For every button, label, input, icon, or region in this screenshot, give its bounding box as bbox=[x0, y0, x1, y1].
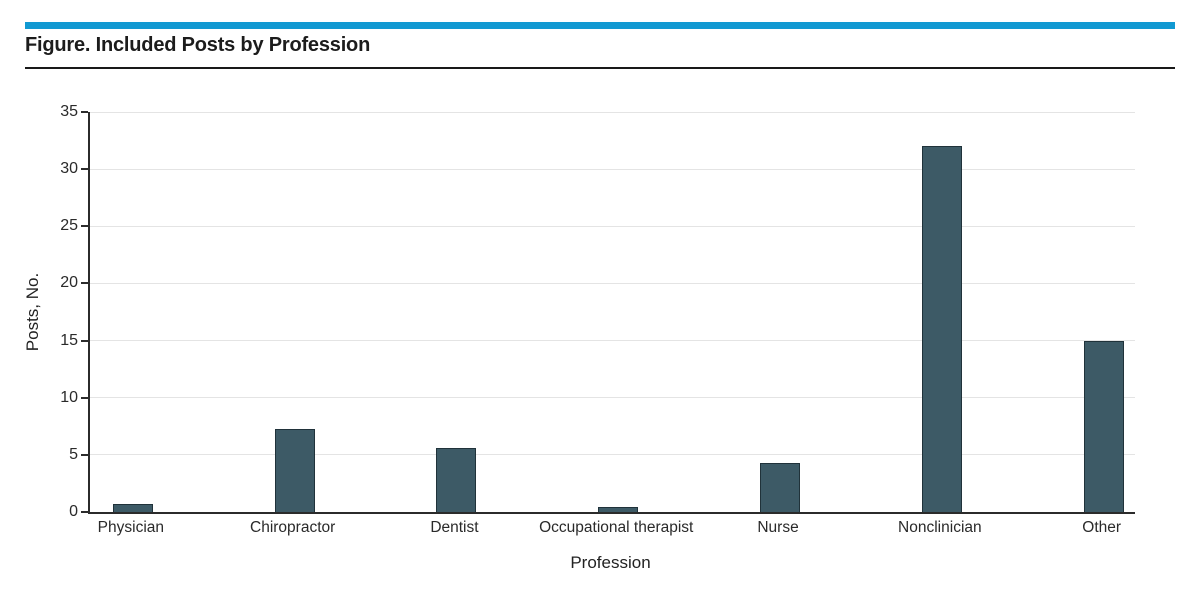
title-rule bbox=[25, 67, 1175, 69]
y-axis-tick bbox=[81, 225, 88, 228]
x-category-label: Occupational therapist bbox=[539, 519, 694, 536]
y-axis-tick bbox=[81, 511, 88, 513]
y-tick-label: 15 bbox=[60, 331, 78, 349]
y-tick-label: 30 bbox=[60, 160, 78, 178]
bar-chiropractor bbox=[274, 428, 315, 512]
gridline bbox=[90, 168, 1135, 170]
y-axis-tick bbox=[81, 282, 88, 285]
gridline bbox=[90, 340, 1135, 342]
x-category-label: Physician bbox=[97, 519, 165, 536]
x-category-label: Nonclinician bbox=[898, 519, 982, 536]
y-axis-tick-labels: 0 5 10 15 20 25 30 35 bbox=[0, 103, 78, 520]
bar-other bbox=[1083, 340, 1124, 512]
gridline bbox=[90, 397, 1135, 399]
y-tick-label: 25 bbox=[60, 217, 78, 235]
gridline bbox=[90, 225, 1135, 227]
y-axis-tick bbox=[81, 339, 88, 342]
accent-bar bbox=[25, 22, 1175, 29]
bar-nonclinician bbox=[921, 146, 962, 512]
x-category-label: Dentist bbox=[430, 519, 479, 536]
x-category-label: Chiropractor bbox=[250, 519, 336, 536]
x-category-labels: Physician Chiropractor Dentist Occupational… bbox=[88, 519, 1133, 541]
y-axis-tick bbox=[81, 453, 88, 456]
figure-title: Figure. Included Posts by Profession bbox=[25, 34, 371, 56]
y-tick-label: 5 bbox=[69, 445, 78, 463]
plot-area bbox=[81, 111, 1135, 514]
y-tick-label: 35 bbox=[60, 103, 78, 120]
y-axis-tick bbox=[81, 396, 88, 399]
gridline bbox=[90, 282, 1135, 284]
x-category-label: Other bbox=[1082, 519, 1122, 536]
bar-occupational-therapist bbox=[598, 507, 639, 512]
gridline bbox=[90, 111, 1135, 113]
y-tick-label: 10 bbox=[60, 388, 78, 406]
x-axis-label: Profession bbox=[570, 553, 651, 572]
y-tick-label: 20 bbox=[60, 274, 78, 292]
bar-nurse bbox=[760, 462, 801, 512]
bar-dentist bbox=[436, 448, 477, 512]
bar-physician bbox=[112, 504, 153, 512]
y-axis-tick bbox=[81, 111, 88, 113]
gridline bbox=[90, 454, 1135, 456]
x-category-label: Nurse bbox=[757, 519, 799, 536]
y-tick-label: 0 bbox=[69, 503, 78, 520]
y-axis-tick bbox=[81, 168, 88, 171]
